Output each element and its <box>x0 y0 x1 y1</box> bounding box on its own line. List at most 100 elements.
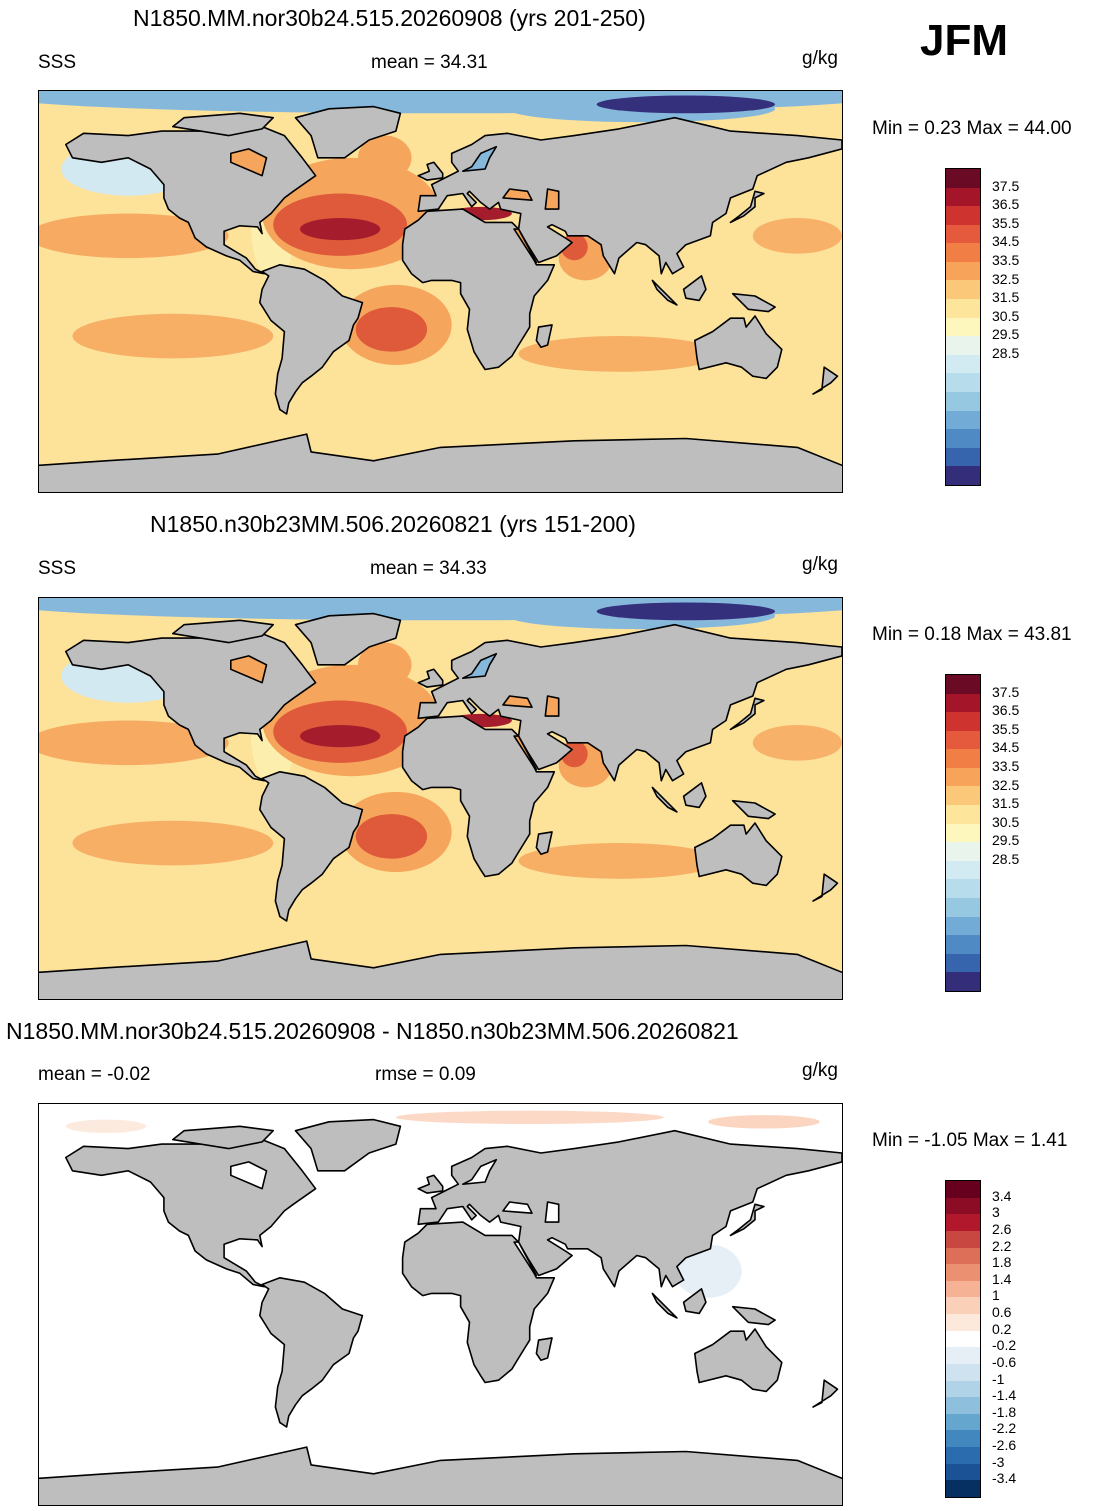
inland-sea-outline <box>502 695 533 708</box>
colorbar-swatch <box>946 749 980 768</box>
colorbar-swatch <box>946 1480 980 1497</box>
land-mass <box>535 324 553 349</box>
colorbar-swatch <box>946 373 980 392</box>
colorbar-tick-label: 2.6 <box>992 1220 1012 1237</box>
panel3-colorbar <box>945 1180 981 1498</box>
colorbar-swatch <box>946 429 980 448</box>
colorbar-tick-label: 37.5 <box>992 177 1020 194</box>
antarctica-band <box>39 973 842 999</box>
land-mass <box>294 105 402 159</box>
colorbar-tick-label: 28.5 <box>992 850 1020 867</box>
land-mass <box>682 275 707 302</box>
inland-sea-outline <box>513 1241 538 1277</box>
colorbar-swatch <box>946 243 980 262</box>
salinity-field <box>65 1119 147 1133</box>
salinity-field <box>72 820 274 866</box>
land-mass <box>535 1337 553 1362</box>
land-mass <box>729 697 765 731</box>
panel1-units-label: g/kg <box>802 48 838 69</box>
colorbar-tick-label: -1 <box>992 1370 1005 1387</box>
colorbar-swatch <box>946 1297 980 1314</box>
land-mass <box>417 1129 842 1288</box>
panel3-minmax-label: Min = -1.05 Max = 1.41 <box>872 1130 1068 1151</box>
colorbar-swatch <box>946 206 980 225</box>
land-mass <box>731 292 776 313</box>
colorbar-swatch <box>946 187 980 207</box>
colorbar-tick-label: -0.2 <box>992 1337 1017 1354</box>
panel2-colorbar <box>945 674 981 992</box>
colorbar-tick-label: 36.5 <box>992 196 1020 213</box>
colorbar-tick-label: 29.5 <box>992 832 1020 849</box>
land-mass <box>729 190 765 224</box>
land-mass <box>259 1277 364 1428</box>
salinity-field <box>72 313 274 359</box>
land-mass <box>172 619 274 644</box>
colorbar-swatch <box>946 317 980 337</box>
panel3-map <box>38 1103 843 1506</box>
inland-sea-outline <box>230 655 268 684</box>
salinity-field <box>355 307 428 352</box>
panel3-map-svg <box>39 1104 842 1505</box>
colorbar-tick-label: 2.2 <box>992 1237 1012 1254</box>
colorbar-tick-label: 1 <box>992 1287 1000 1304</box>
colorbar-swatch <box>946 299 980 318</box>
land-mass <box>731 799 776 820</box>
land-mass <box>693 1328 783 1393</box>
colorbar-swatch <box>946 169 980 188</box>
colorbar-tick-label: 1.4 <box>992 1270 1012 1287</box>
land-mass <box>417 116 842 275</box>
colorbar-tick-label: 28.5 <box>992 344 1020 361</box>
colorbar-tick-label: 29.5 <box>992 326 1020 343</box>
colorbar-swatch <box>946 1330 980 1348</box>
salinity-field <box>752 217 842 254</box>
season-label: JFM <box>920 16 1008 65</box>
panel2-map-svg <box>39 598 842 999</box>
colorbar-swatch <box>946 391 980 411</box>
colorbar-tick-label: 1.8 <box>992 1254 1012 1271</box>
land-mass <box>682 1288 707 1315</box>
salinity-field <box>357 642 412 688</box>
colorbar-tick-label: -2.6 <box>992 1437 1017 1454</box>
salinity-field <box>518 336 720 372</box>
colorbar-swatch <box>946 972 980 991</box>
salinity-field <box>674 1244 742 1298</box>
colorbar-tick-label: 36.5 <box>992 702 1020 719</box>
colorbar-tick-label: 32.5 <box>992 270 1020 287</box>
land-mass <box>651 1292 678 1319</box>
land-mass <box>401 1221 556 1384</box>
colorbar-tick-label: 32.5 <box>992 776 1020 793</box>
land-mass <box>729 1203 765 1237</box>
colorbar-swatch <box>946 224 980 244</box>
land-mass <box>417 668 444 688</box>
panel2-variable-label: SSS <box>38 558 77 579</box>
land-mass <box>294 612 402 666</box>
colorbar-swatch <box>946 354 980 374</box>
colorbar-swatch <box>946 897 980 917</box>
land-mass <box>172 112 274 137</box>
colorbar-swatch <box>946 767 980 787</box>
inland-sea-outline <box>461 652 498 679</box>
panel1-variable-label: SSS <box>38 52 77 73</box>
colorbar-swatch <box>946 1264 980 1281</box>
land-mass <box>682 782 707 809</box>
colorbar-swatch <box>946 410 980 430</box>
antarctica-band <box>39 466 842 492</box>
colorbar-tick-label: 34.5 <box>992 233 1020 250</box>
inland-sea-outline <box>502 1201 533 1214</box>
land-mass <box>651 279 678 306</box>
colorbar-swatch <box>946 823 980 843</box>
land-mass <box>417 623 842 782</box>
land-mass <box>417 161 444 181</box>
colorbar-tick-label: 0.2 <box>992 1320 1012 1337</box>
land-mass <box>259 264 364 415</box>
colorbar-swatch <box>946 1463 980 1481</box>
land-mass <box>294 1118 402 1172</box>
colorbar-tick-label: 35.5 <box>992 214 1020 231</box>
salinity-field <box>518 843 720 879</box>
colorbar-swatch <box>946 693 980 713</box>
colorbar-swatch <box>946 1430 980 1447</box>
colorbar-swatch <box>946 786 980 806</box>
inland-sea-outline <box>513 735 538 771</box>
colorbar-swatch <box>946 879 980 898</box>
colorbar-swatch <box>946 1230 980 1248</box>
